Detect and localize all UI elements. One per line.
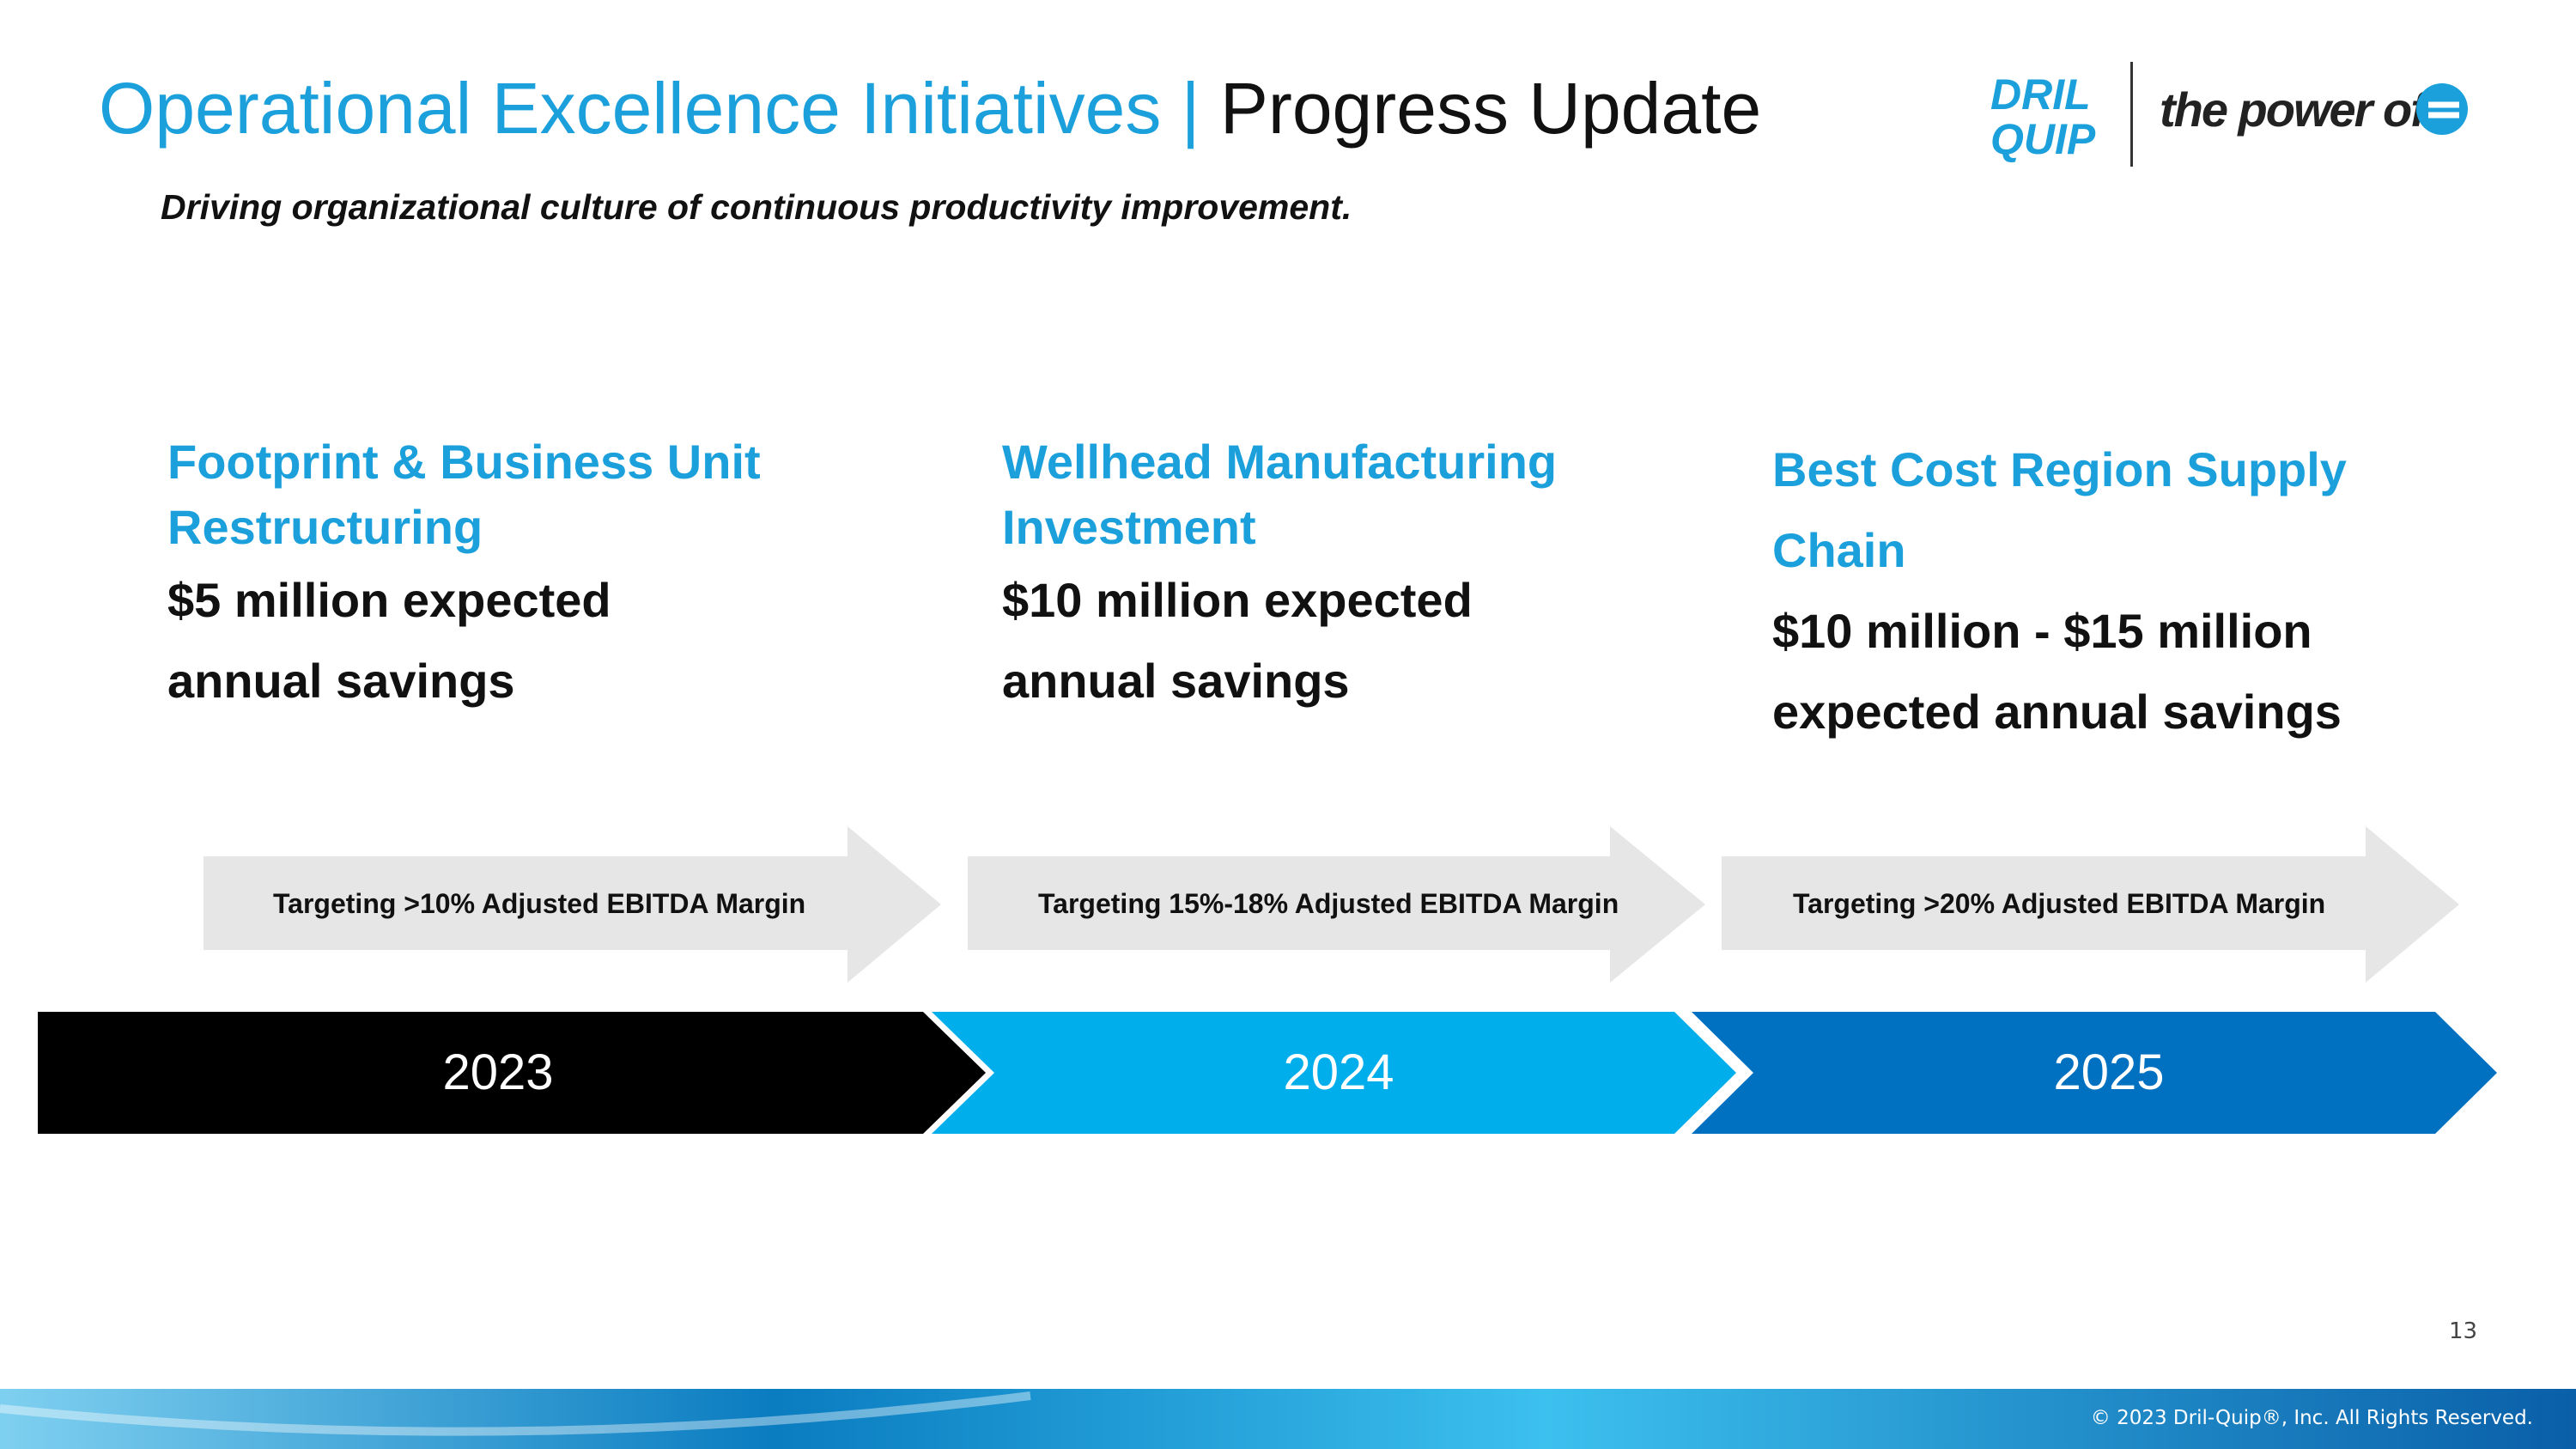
title-main: Operational Excellence Initiatives	[99, 68, 1162, 149]
slide-title: Operational Excellence Initiatives | Pro…	[99, 67, 1761, 150]
timeline-year: 2023	[442, 1044, 554, 1100]
tagline: the power of	[2160, 82, 2427, 137]
initiative: Best Cost Region Supply Chain $10 million …	[1772, 429, 2347, 752]
initiative-title: Footprint & Business Unit	[167, 435, 761, 489]
initiative: Wellhead Manufacturing Investment $10 mill…	[1002, 429, 1557, 721]
copyright: © 2023 Dril-Quip®, Inc. All Rights Reser…	[2090, 1407, 2533, 1429]
initiative-title: Best Cost Region Supply	[1772, 442, 2347, 496]
logo-mark	[2416, 83, 2468, 135]
timeline-chevron	[932, 1012, 1736, 1134]
logo-top: DRIL	[1990, 70, 2091, 119]
initiative-savings: $10 million expected	[1002, 573, 1473, 627]
logo-divider	[2130, 62, 2133, 167]
page-number: 13	[2449, 1318, 2478, 1344]
logo: DRIL QUIP	[1990, 72, 2095, 161]
logo-bottom: QUIP	[1990, 115, 2096, 163]
initiative-savings: $5 million expected	[167, 573, 611, 627]
initiative: Footprint & Business Unit Restructuring $5…	[167, 429, 761, 721]
timeline-chevron	[38, 1012, 986, 1134]
title-sub: Progress Update	[1219, 68, 1762, 149]
initiative-title: Chain	[1772, 523, 1906, 577]
footer-band	[0, 1389, 2576, 1449]
target-arrow	[968, 826, 1705, 983]
initiative-savings: expected annual savings	[1772, 685, 2342, 739]
target-label: Targeting 15%-18% Adjusted EBITDA Margin	[1038, 888, 1619, 919]
timeline-chevron	[1692, 1012, 2497, 1134]
target-label: Targeting >20% Adjusted EBITDA Margin	[1793, 888, 2326, 919]
timeline-year: 2024	[1283, 1044, 1394, 1100]
target-label: Targeting >10% Adjusted EBITDA Margin	[273, 888, 806, 919]
initiative-title: Wellhead Manufacturing	[1002, 435, 1558, 489]
initiative-title: Investment	[1002, 500, 1256, 554]
target-arrow	[1722, 826, 2459, 983]
initiative-savings: annual savings	[167, 654, 515, 708]
initiative-savings: $10 million - $15 million	[1772, 604, 2312, 658]
initiative-title: Restructuring	[167, 500, 483, 554]
initiative-savings: annual savings	[1002, 654, 1350, 708]
title-separator: |	[1181, 68, 1200, 149]
target-arrow	[204, 826, 941, 983]
subtitle: Driving organizational culture of contin…	[161, 187, 1352, 227]
timeline-year: 2025	[2053, 1044, 2165, 1100]
